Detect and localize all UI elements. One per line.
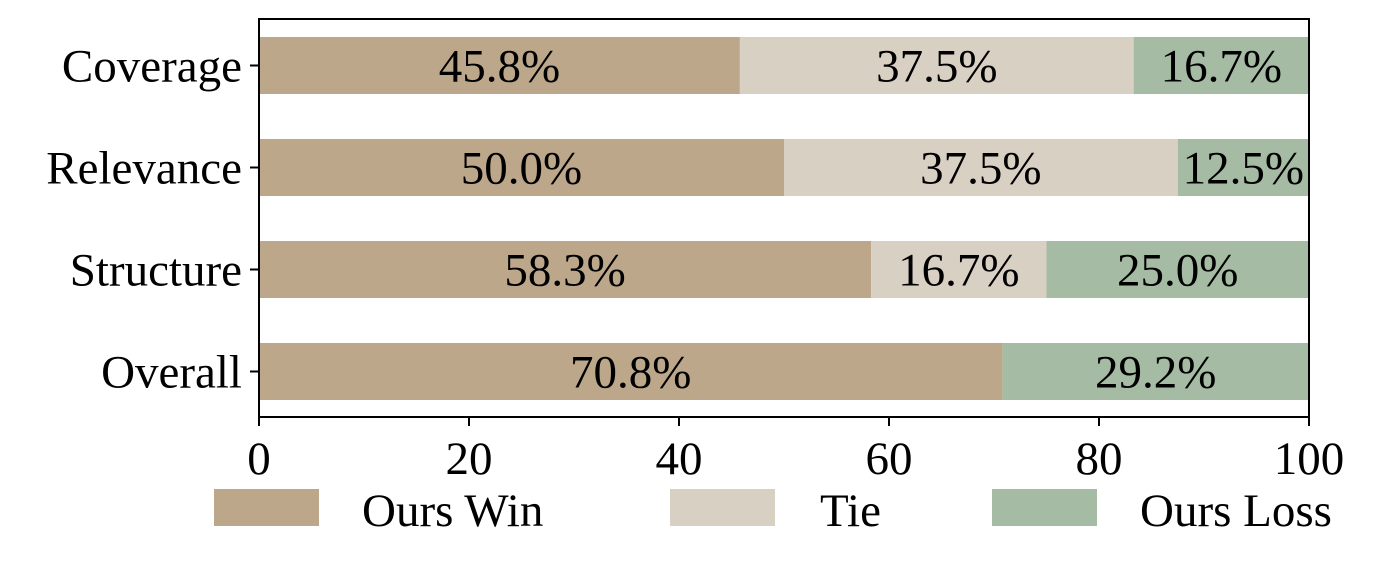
bar-relevance-ours-win <box>259 139 784 196</box>
bar-coverage-ours-win <box>259 37 740 94</box>
x-tick-label-100: 100 <box>1274 433 1345 485</box>
bar-structure-tie <box>871 241 1047 298</box>
bar-structure-ours-loss <box>1046 241 1309 298</box>
bar-structure-ours-win <box>259 241 872 298</box>
x-axis: 0 20 40 60 80 100 <box>247 417 1344 485</box>
legend-swatch-ours-loss <box>992 489 1097 526</box>
data-label-coverage-ours-win: 45.8% <box>439 41 560 93</box>
bars-layer <box>259 37 1309 400</box>
x-tick-label-80: 80 <box>1076 433 1123 485</box>
bar-relevance-tie <box>784 139 1178 196</box>
legend-label-ours-win: Ours Win <box>362 485 543 537</box>
data-label-overall-ours-loss: 29.2% <box>1095 347 1216 399</box>
x-tick-label-20: 20 <box>446 433 493 485</box>
bar-overall-ours-win <box>259 343 1003 400</box>
bar-coverage-tie <box>739 37 1134 94</box>
data-label-relevance-tie: 37.5% <box>920 143 1041 195</box>
x-tick-label-40: 40 <box>656 433 703 485</box>
data-label-structure-ours-loss: 25.0% <box>1117 245 1238 297</box>
data-label-relevance-ours-win: 50.0% <box>461 143 582 195</box>
data-label-overall-ours-win: 70.8% <box>570 347 691 399</box>
data-labels-layer: 45.8% 37.5% 16.7% 50.0% 37.5% 12.5% 58.3% 16.7%… <box>439 41 1304 399</box>
data-label-structure-ours-win: 58.3% <box>504 245 625 297</box>
data-label-coverage-ours-loss: 16.7% <box>1161 41 1282 93</box>
data-label-relevance-ours-loss: 12.5% <box>1183 143 1304 195</box>
legend-swatch-ours-win <box>214 489 319 526</box>
bar-relevance-ours-loss <box>1177 139 1309 196</box>
legend-label-tie: Tie <box>820 485 881 537</box>
y-tick-label-structure: Structure <box>70 245 242 297</box>
legend: Ours Win Tie Ours Loss <box>214 485 1332 537</box>
y-tick-label-overall: Overall <box>101 347 242 399</box>
data-label-structure-tie: 16.7% <box>898 245 1019 297</box>
x-tick-label-0: 0 <box>247 433 271 485</box>
bar-overall-ours-loss <box>1002 343 1309 400</box>
legend-label-ours-loss: Ours Loss <box>1140 485 1332 537</box>
plot-frame <box>258 18 1310 418</box>
bar-coverage-ours-loss <box>1133 37 1309 94</box>
y-axis: Coverage Relevance Structure Overall <box>46 41 259 399</box>
y-tick-label-coverage: Coverage <box>62 41 242 93</box>
y-tick-label-relevance: Relevance <box>46 143 242 195</box>
legend-swatch-tie <box>670 489 775 526</box>
data-label-coverage-tie: 37.5% <box>876 41 997 93</box>
x-tick-label-60: 60 <box>866 433 913 485</box>
